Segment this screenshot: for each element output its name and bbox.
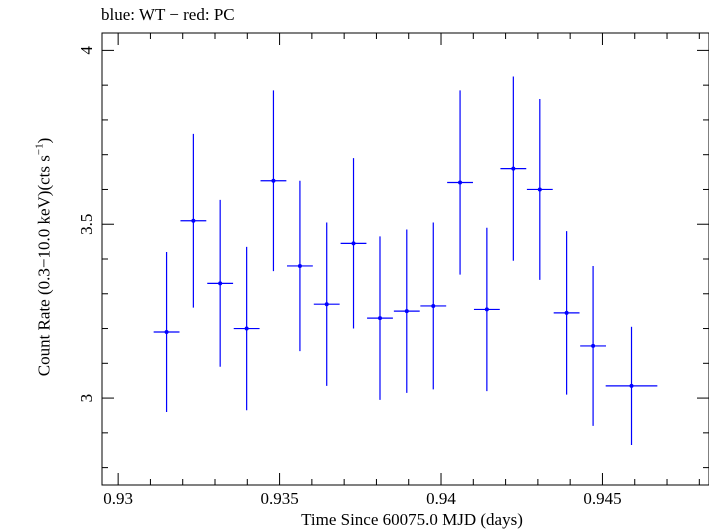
data-point-group: [233, 246, 260, 411]
x-tick-label: 0.945: [583, 489, 621, 508]
y-axis-label: Count Rate (0.3−10.0 keV)(cts s−1): [34, 138, 55, 377]
data-point: [324, 302, 329, 307]
data-point: [564, 310, 569, 315]
data-point: [297, 263, 302, 268]
data-point: [431, 303, 436, 308]
y-axis-label-exponent: −1: [33, 143, 46, 156]
data-point: [484, 307, 489, 312]
data-point-group: [500, 76, 527, 261]
data-point-group: [367, 236, 393, 400]
y-axis-label-close: ): [34, 137, 54, 144]
data-point-group: [447, 90, 473, 275]
data-point-group: [393, 229, 420, 393]
axis-ticks: 0.93 0.935 0.94 0.945 3 3.5 4: [77, 33, 709, 508]
data-point-group: [605, 326, 658, 446]
data-point: [351, 241, 356, 246]
data-point-group: [260, 90, 287, 272]
chart-title: blue: WT − red: PC: [101, 5, 235, 24]
data-point-group: [287, 180, 313, 352]
data-point-group: [180, 133, 207, 308]
data-point-group: [340, 158, 367, 329]
data-point: [271, 178, 276, 183]
x-tick-label: 0.93: [103, 489, 133, 508]
y-tick-label: 3: [77, 394, 96, 403]
data-point: [404, 309, 409, 314]
data-point-group: [207, 199, 234, 367]
data-point-group: [473, 227, 500, 392]
data-point-group: [153, 252, 180, 412]
data-point: [191, 218, 196, 223]
data-point: [629, 383, 634, 388]
data-point: [164, 330, 169, 335]
data-point: [458, 180, 463, 185]
data-point: [537, 187, 542, 192]
data-point-group: [553, 231, 580, 395]
y-axis-label-text: Count Rate (0.3−10.0 keV)(cts s: [34, 155, 54, 377]
data-point-group: [420, 222, 447, 390]
y-tick-label: 4: [77, 46, 96, 55]
data-point: [591, 343, 596, 348]
data-point-group: [580, 265, 607, 426]
data-points: [153, 76, 658, 446]
x-tick-label: 0.94: [426, 489, 456, 508]
data-point-group: [313, 222, 340, 386]
x-axis-label: Time Since 60075.0 MJD (days): [301, 510, 523, 529]
data-point: [244, 326, 249, 331]
y-tick-label: 3.5: [77, 214, 96, 235]
data-point: [218, 281, 223, 286]
data-point: [511, 166, 516, 171]
data-point: [377, 316, 382, 321]
data-point-group: [526, 99, 553, 280]
x-tick-label: 0.935: [260, 489, 298, 508]
